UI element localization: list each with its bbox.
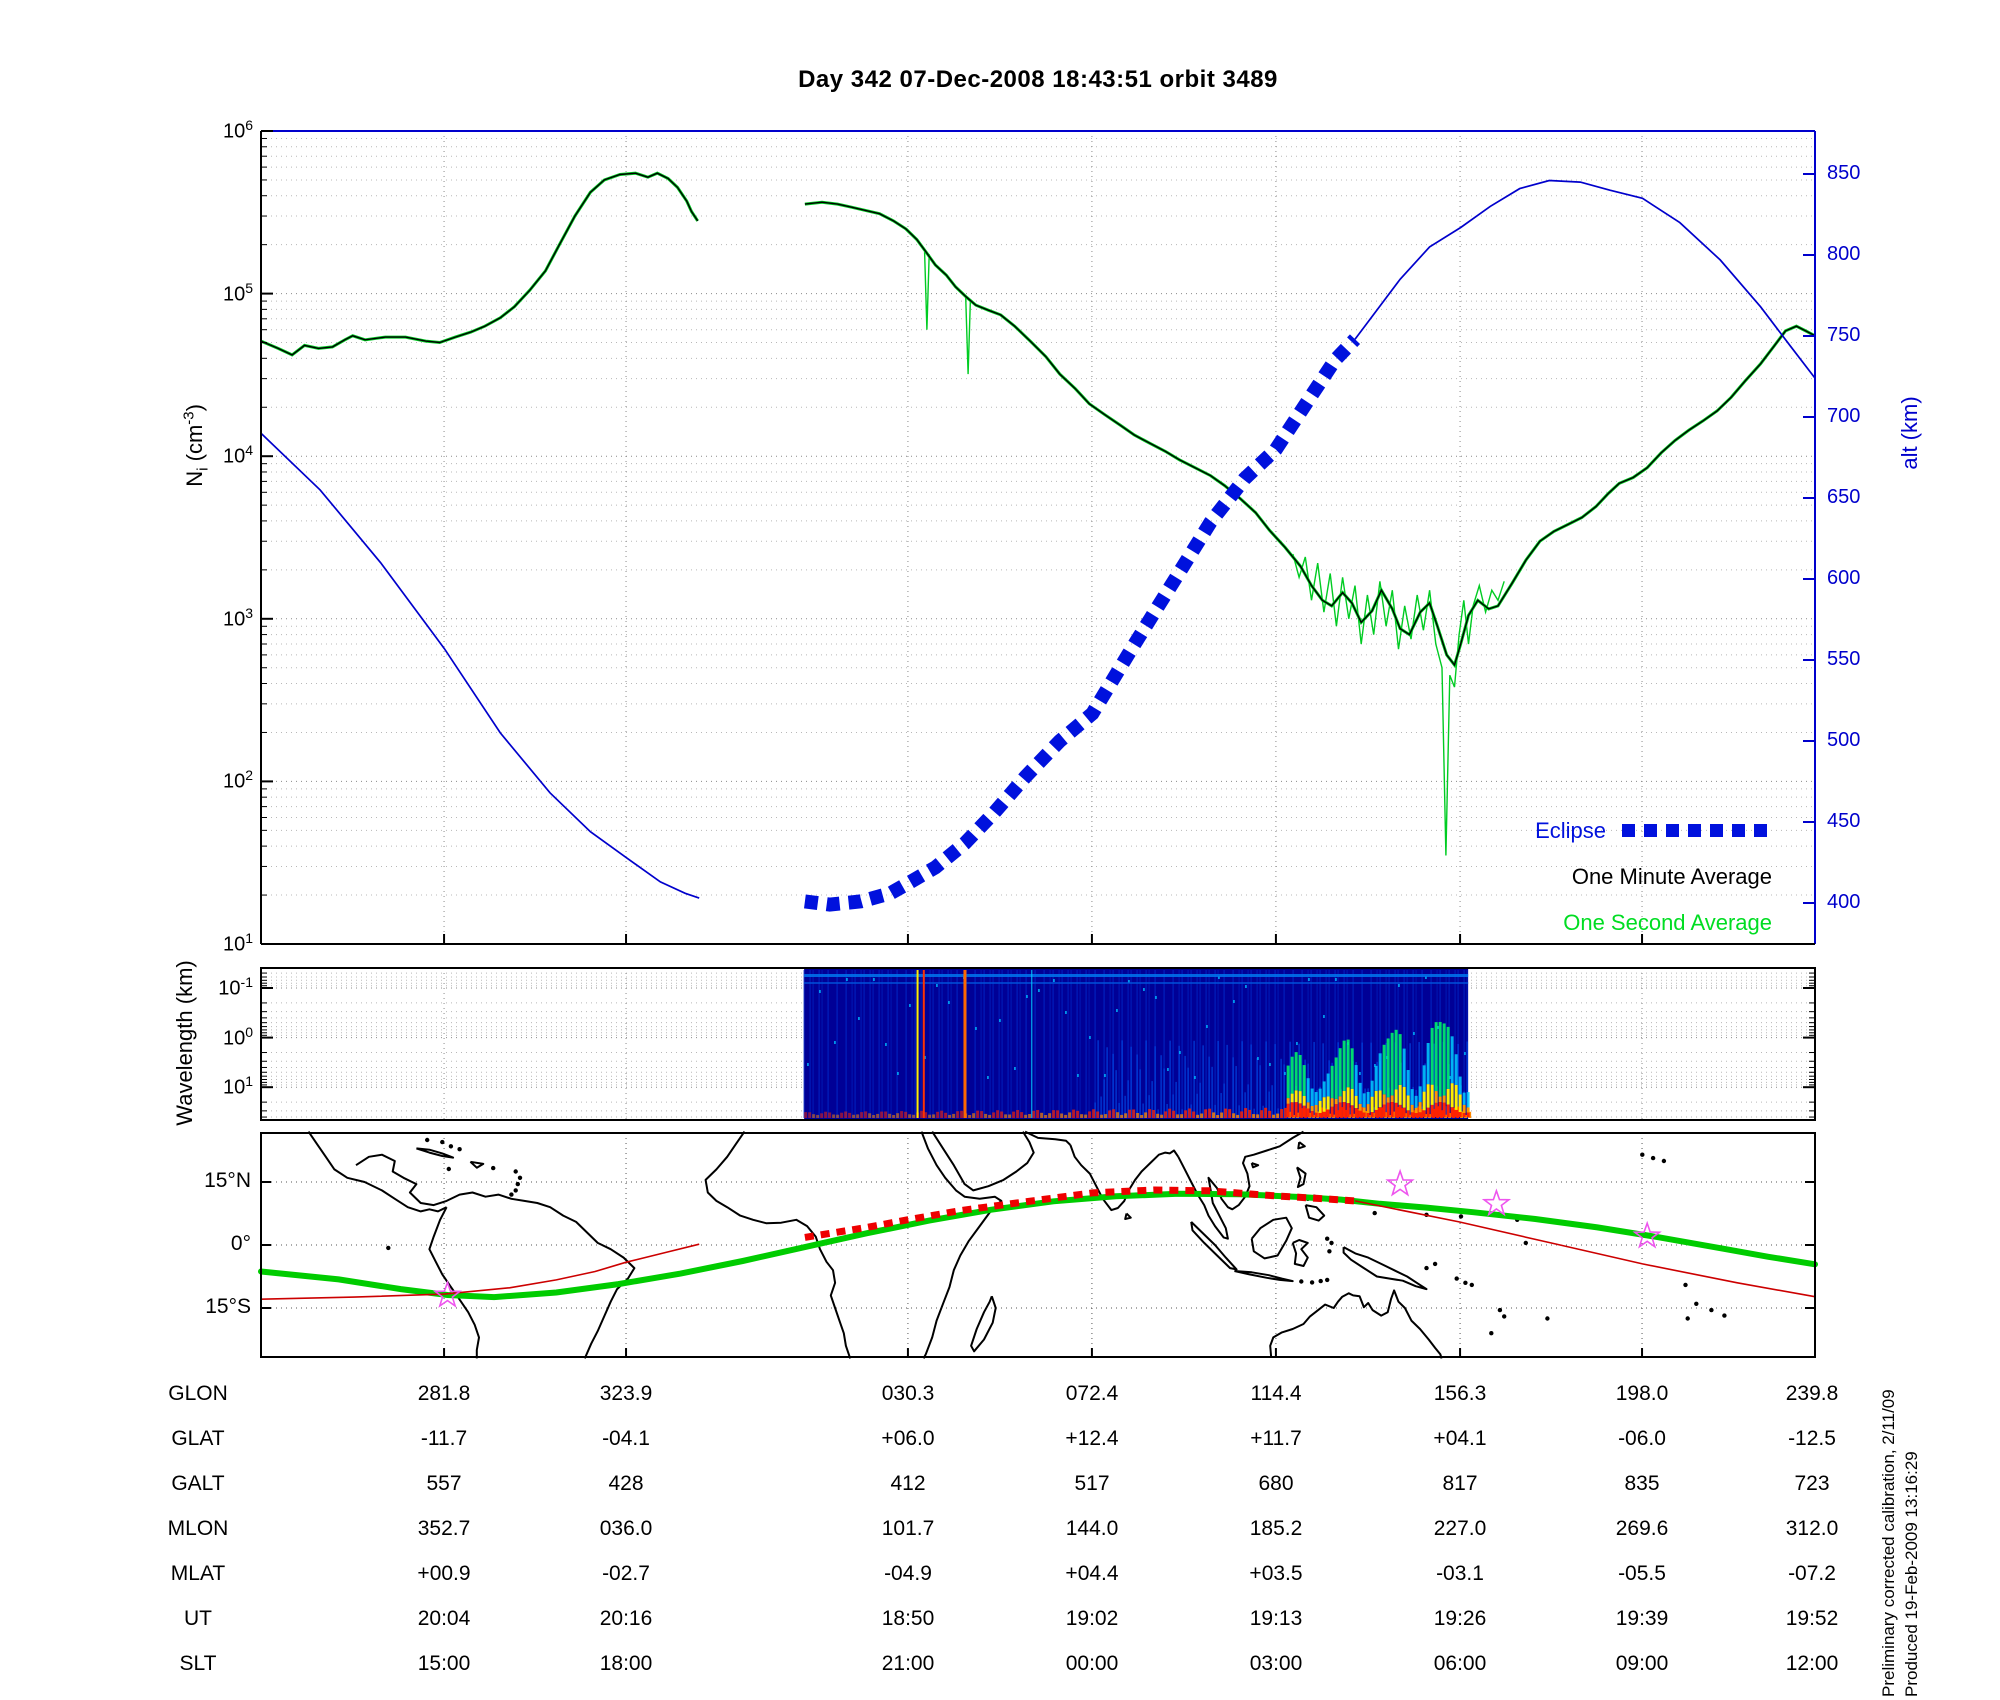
map-lat-label: 15°S bbox=[205, 1295, 251, 1318]
table-cell: 19:39 bbox=[1615, 1607, 1669, 1630]
ni-tick-label: 102 bbox=[222, 767, 253, 793]
table-cell: 281.8 bbox=[417, 1382, 471, 1405]
table-cell: -04.1 bbox=[602, 1427, 650, 1450]
map-lat-label: 0° bbox=[230, 1232, 251, 1255]
table-cell: -04.9 bbox=[884, 1562, 932, 1585]
table-row-label: MLAT bbox=[170, 1562, 226, 1585]
table-cell: 20:04 bbox=[417, 1607, 471, 1630]
table-cell: 817 bbox=[1442, 1472, 1478, 1495]
ni-tick-label: 106 bbox=[222, 117, 253, 143]
table-cell: 412 bbox=[890, 1472, 926, 1495]
table-cell: 323.9 bbox=[599, 1382, 653, 1405]
table-cell: -11.7 bbox=[420, 1427, 468, 1450]
table-cell: 18:00 bbox=[599, 1652, 653, 1675]
table-cell: 680 bbox=[1258, 1472, 1294, 1495]
legend-eclipse-dash-sample bbox=[1622, 824, 1774, 837]
table-cell: 352.7 bbox=[417, 1517, 471, 1540]
alt-tick-label: 800 bbox=[1827, 243, 1861, 265]
table-cell: 557 bbox=[426, 1472, 462, 1495]
table-cell: 09:00 bbox=[1615, 1652, 1669, 1675]
table-cell: +06.0 bbox=[881, 1427, 935, 1450]
calibration-note-line2: Produced 19-Feb-2009 13:16:29 bbox=[1902, 1451, 1921, 1697]
legend-eclipse-label: Eclipse bbox=[1535, 818, 1606, 843]
table-cell: +11.7 bbox=[1250, 1427, 1302, 1450]
table-cell: 723 bbox=[1794, 1472, 1830, 1495]
legend-one-second-label: One Second Average bbox=[1563, 910, 1772, 935]
table-cell: 198.0 bbox=[1615, 1382, 1669, 1405]
alt-tick-label: 650 bbox=[1827, 486, 1861, 508]
alt-tick-label: 700 bbox=[1827, 405, 1861, 427]
table-row-label: GALT bbox=[171, 1472, 225, 1495]
table-cell: 428 bbox=[608, 1472, 644, 1495]
table-cell: 12:00 bbox=[1785, 1652, 1839, 1675]
wavelength-tick-label: 10-1 bbox=[218, 974, 253, 1000]
table-cell: 21:00 bbox=[881, 1652, 935, 1675]
table-cell: 269.6 bbox=[1615, 1517, 1669, 1540]
calibration-note: Preliminary corrected calibration, 2/11/… bbox=[1877, 1389, 1923, 1697]
alt-tick-label: 850 bbox=[1827, 162, 1861, 184]
ni-tick-label: 101 bbox=[222, 930, 253, 956]
table-cell: +04.1 bbox=[1433, 1427, 1487, 1450]
table-cell: +12.4 bbox=[1065, 1427, 1119, 1450]
alt-tick-label: 750 bbox=[1827, 324, 1861, 346]
table-cell: 114.4 bbox=[1250, 1382, 1302, 1405]
table-cell: 101.7 bbox=[881, 1517, 935, 1540]
map-lat-label: 15°N bbox=[204, 1169, 251, 1192]
table-cell: 144.0 bbox=[1065, 1517, 1119, 1540]
alt-tick-label: 600 bbox=[1827, 567, 1861, 589]
table-cell: -07.2 bbox=[1788, 1562, 1836, 1585]
table-cell: +04.4 bbox=[1065, 1562, 1119, 1585]
table-row-label: UT bbox=[184, 1607, 212, 1630]
table-row-label: GLAT bbox=[171, 1427, 225, 1450]
table-cell: 19:13 bbox=[1249, 1607, 1303, 1630]
calibration-note-line1: Preliminary corrected calibration, 2/11/… bbox=[1879, 1389, 1898, 1697]
table-cell: 19:26 bbox=[1433, 1607, 1487, 1630]
table-row-label: MLON bbox=[167, 1517, 229, 1540]
wavelength-tick-label: 101 bbox=[222, 1073, 253, 1099]
legend-one-minute-label: One Minute Average bbox=[1571, 864, 1772, 889]
table-cell: -06.0 bbox=[1618, 1427, 1666, 1450]
table-cell: 312.0 bbox=[1785, 1517, 1839, 1540]
alt-tick-label: 450 bbox=[1827, 810, 1861, 832]
table-cell: 036.0 bbox=[599, 1517, 653, 1540]
table-cell: 06:00 bbox=[1433, 1652, 1487, 1675]
table-cell: 00:00 bbox=[1065, 1652, 1119, 1675]
table-cell: 030.3 bbox=[881, 1382, 935, 1405]
table-cell: 19:02 bbox=[1065, 1607, 1119, 1630]
table-cell: +00.9 bbox=[417, 1562, 471, 1585]
table-cell: 517 bbox=[1074, 1472, 1110, 1495]
table-cell: -12.5 bbox=[1788, 1427, 1836, 1450]
table-cell: -05.5 bbox=[1618, 1562, 1666, 1585]
ni-tick-label: 105 bbox=[222, 280, 253, 306]
table-cell: 835 bbox=[1624, 1472, 1660, 1495]
ni-tick-label: 104 bbox=[222, 442, 253, 468]
alt-axis-label: alt (km) bbox=[1897, 396, 1922, 470]
table-cell: 15:00 bbox=[417, 1652, 471, 1675]
table-row-label: SLT bbox=[179, 1652, 217, 1675]
table-cell: 156.3 bbox=[1433, 1382, 1487, 1405]
table-cell: 20:16 bbox=[599, 1607, 653, 1630]
wavelength-tick-label: 100 bbox=[222, 1024, 253, 1050]
plot-title: Day 342 07-Dec-2008 18:43:51 orbit 3489 bbox=[798, 66, 1278, 93]
table-cell: 18:50 bbox=[881, 1607, 935, 1630]
ni-tick-label: 103 bbox=[222, 605, 253, 631]
table-cell: 072.4 bbox=[1065, 1382, 1119, 1405]
alt-tick-label: 500 bbox=[1827, 729, 1861, 751]
table-cell: -03.1 bbox=[1436, 1562, 1484, 1585]
table-cell: 185.2 bbox=[1249, 1517, 1303, 1540]
table-cell: 239.8 bbox=[1785, 1382, 1839, 1405]
table-cell: -02.7 bbox=[602, 1562, 650, 1585]
table-cell: +03.5 bbox=[1249, 1562, 1303, 1585]
table-cell: 19:52 bbox=[1785, 1607, 1839, 1630]
table-cell: 227.0 bbox=[1433, 1517, 1487, 1540]
table-row-label: GLON bbox=[168, 1382, 228, 1405]
alt-tick-label: 400 bbox=[1827, 891, 1861, 913]
table-cell: 03:00 bbox=[1249, 1652, 1303, 1675]
alt-tick-label: 550 bbox=[1827, 648, 1861, 670]
